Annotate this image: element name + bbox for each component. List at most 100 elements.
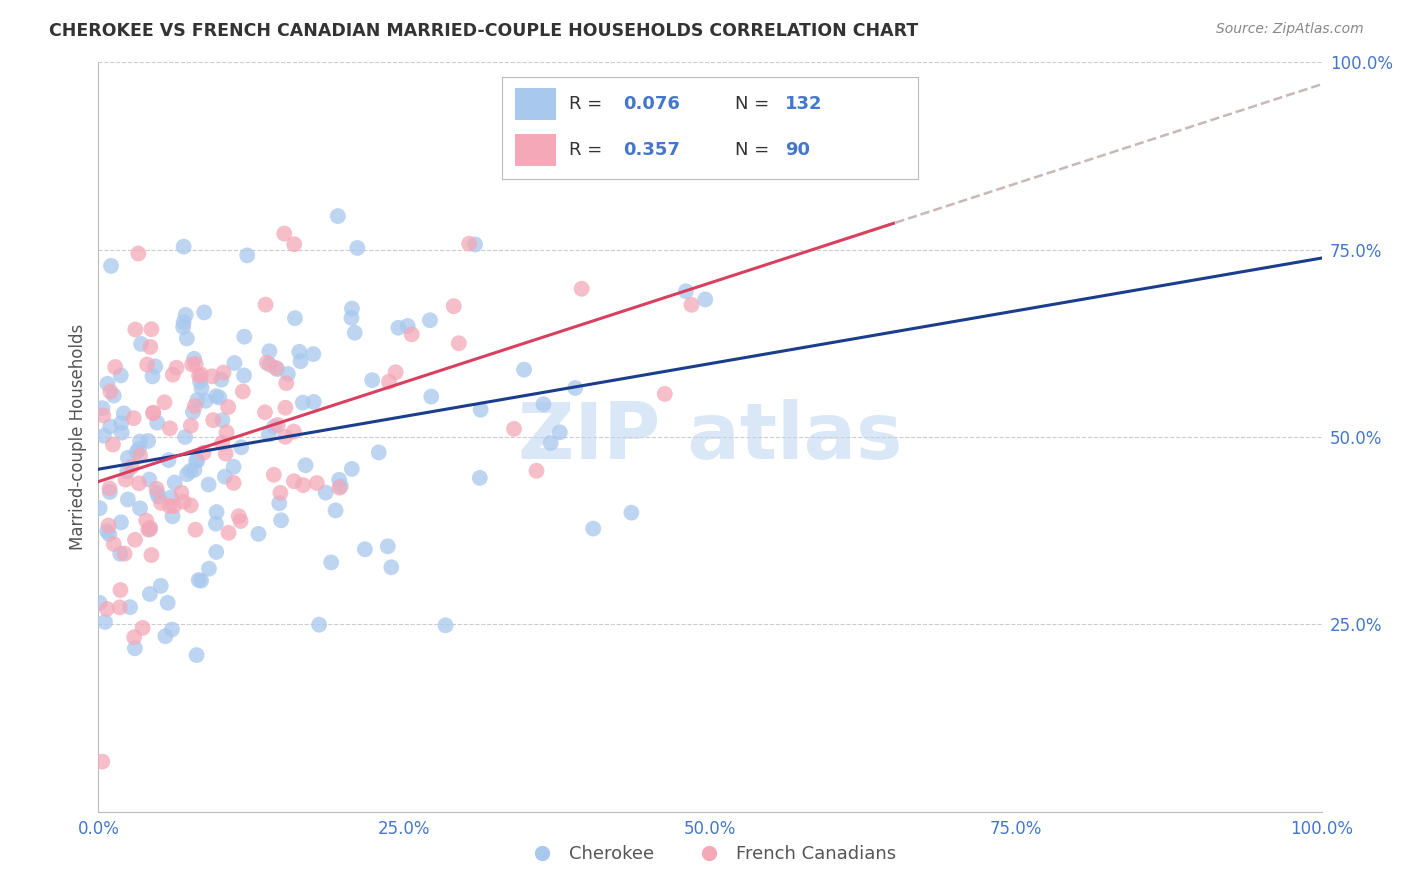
Point	[166, 360, 188, 375]
Point	[129, 501, 152, 516]
Point	[233, 329, 256, 343]
Point	[157, 453, 180, 467]
Point	[401, 327, 423, 342]
Point	[340, 462, 363, 476]
Point	[294, 458, 316, 473]
Point	[96, 376, 118, 391]
Point	[162, 368, 184, 382]
Point	[464, 237, 486, 252]
Point	[176, 331, 198, 345]
Point	[228, 509, 250, 524]
Point	[205, 505, 228, 519]
Text: CHEROKEE VS FRENCH CANADIAN MARRIED-COUPLE HOUSEHOLDS CORRELATION CHART: CHEROKEE VS FRENCH CANADIAN MARRIED-COUP…	[49, 22, 918, 40]
Point	[122, 630, 145, 644]
Point	[564, 381, 586, 395]
Point	[91, 755, 114, 769]
Point	[136, 358, 159, 372]
Point	[162, 509, 184, 524]
Point	[98, 481, 121, 495]
Point	[695, 293, 717, 307]
Point	[201, 369, 224, 384]
Point	[141, 369, 163, 384]
Point	[128, 476, 150, 491]
Point	[190, 574, 212, 588]
Point	[111, 425, 134, 440]
Point	[267, 417, 290, 432]
Point	[150, 496, 173, 510]
Point	[89, 596, 111, 610]
Point	[269, 486, 291, 500]
Point	[184, 357, 207, 371]
Point	[193, 305, 215, 319]
Point	[173, 239, 195, 253]
Point	[103, 388, 125, 402]
Point	[143, 359, 166, 374]
Point	[377, 539, 399, 553]
Point	[124, 322, 146, 336]
Legend: Cherokee, French Canadians: Cherokee, French Canadians	[517, 838, 903, 870]
Point	[259, 344, 281, 359]
Point	[139, 521, 162, 535]
Point	[202, 413, 225, 427]
Point	[328, 473, 350, 487]
Point	[291, 395, 314, 409]
Point	[188, 375, 211, 389]
Point	[181, 358, 204, 372]
Point	[179, 464, 201, 478]
Point	[513, 362, 536, 376]
Point	[91, 401, 114, 416]
Point	[174, 308, 197, 322]
Point	[160, 491, 183, 505]
Point	[114, 547, 136, 561]
Point	[136, 523, 159, 537]
Point	[129, 337, 152, 351]
Point	[354, 542, 377, 557]
Point	[283, 425, 305, 439]
Point	[91, 409, 114, 423]
Point	[434, 618, 457, 632]
Point	[470, 402, 492, 417]
Point	[328, 481, 350, 495]
Point	[211, 413, 233, 427]
Point	[443, 299, 465, 313]
Point	[141, 322, 163, 336]
Point	[503, 422, 526, 436]
Point	[156, 596, 179, 610]
Point	[159, 421, 181, 435]
Point	[103, 537, 125, 551]
Point	[215, 425, 238, 440]
Point	[236, 248, 259, 262]
Point	[284, 311, 307, 326]
Point	[257, 427, 280, 442]
Point	[139, 340, 162, 354]
Point	[142, 406, 165, 420]
Point	[387, 320, 409, 334]
Point	[288, 344, 311, 359]
Point	[110, 416, 132, 430]
Point	[148, 490, 170, 504]
Point	[89, 501, 111, 516]
Point	[270, 513, 292, 527]
Point	[149, 579, 172, 593]
Point	[273, 227, 295, 241]
Point	[139, 522, 162, 536]
Point	[232, 384, 254, 399]
Point	[184, 399, 207, 413]
Point	[654, 387, 676, 401]
Point	[190, 381, 212, 395]
Point	[141, 548, 163, 562]
Point	[186, 392, 208, 407]
Point	[675, 285, 697, 299]
Point	[98, 419, 121, 434]
Point	[229, 514, 252, 528]
Point	[215, 447, 238, 461]
Point	[186, 454, 208, 468]
Point	[163, 499, 186, 513]
Point	[173, 495, 195, 509]
Point	[97, 518, 120, 533]
Point	[276, 376, 298, 390]
Point	[172, 320, 194, 334]
Point	[384, 365, 406, 379]
Point	[540, 436, 562, 450]
Point	[193, 446, 215, 460]
